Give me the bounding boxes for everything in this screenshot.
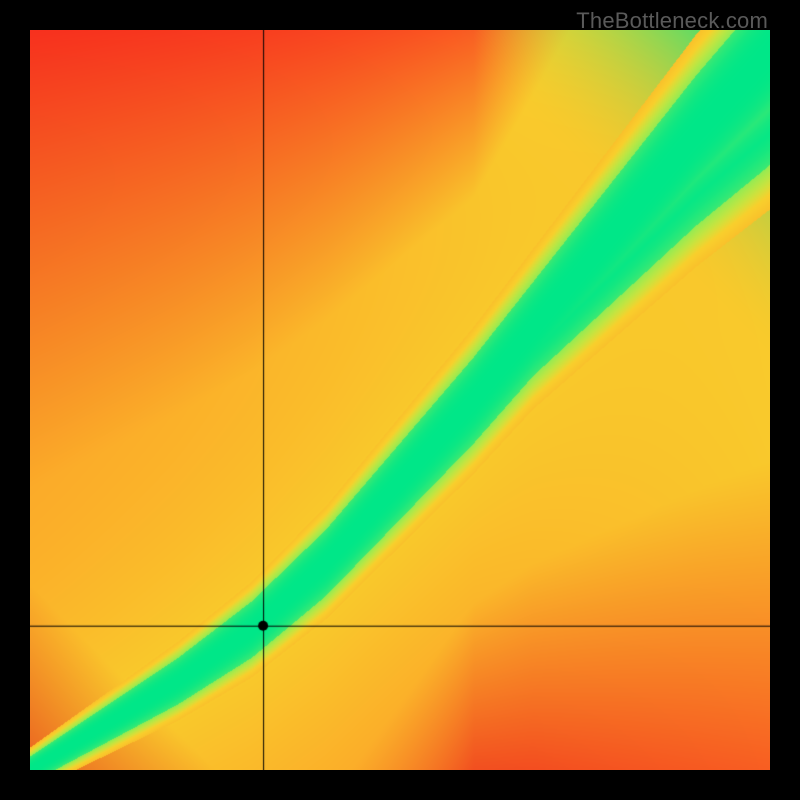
- watermark-text: TheBottleneck.com: [576, 8, 768, 34]
- chart-frame: [30, 30, 770, 770]
- bottleneck-heatmap: [30, 30, 770, 770]
